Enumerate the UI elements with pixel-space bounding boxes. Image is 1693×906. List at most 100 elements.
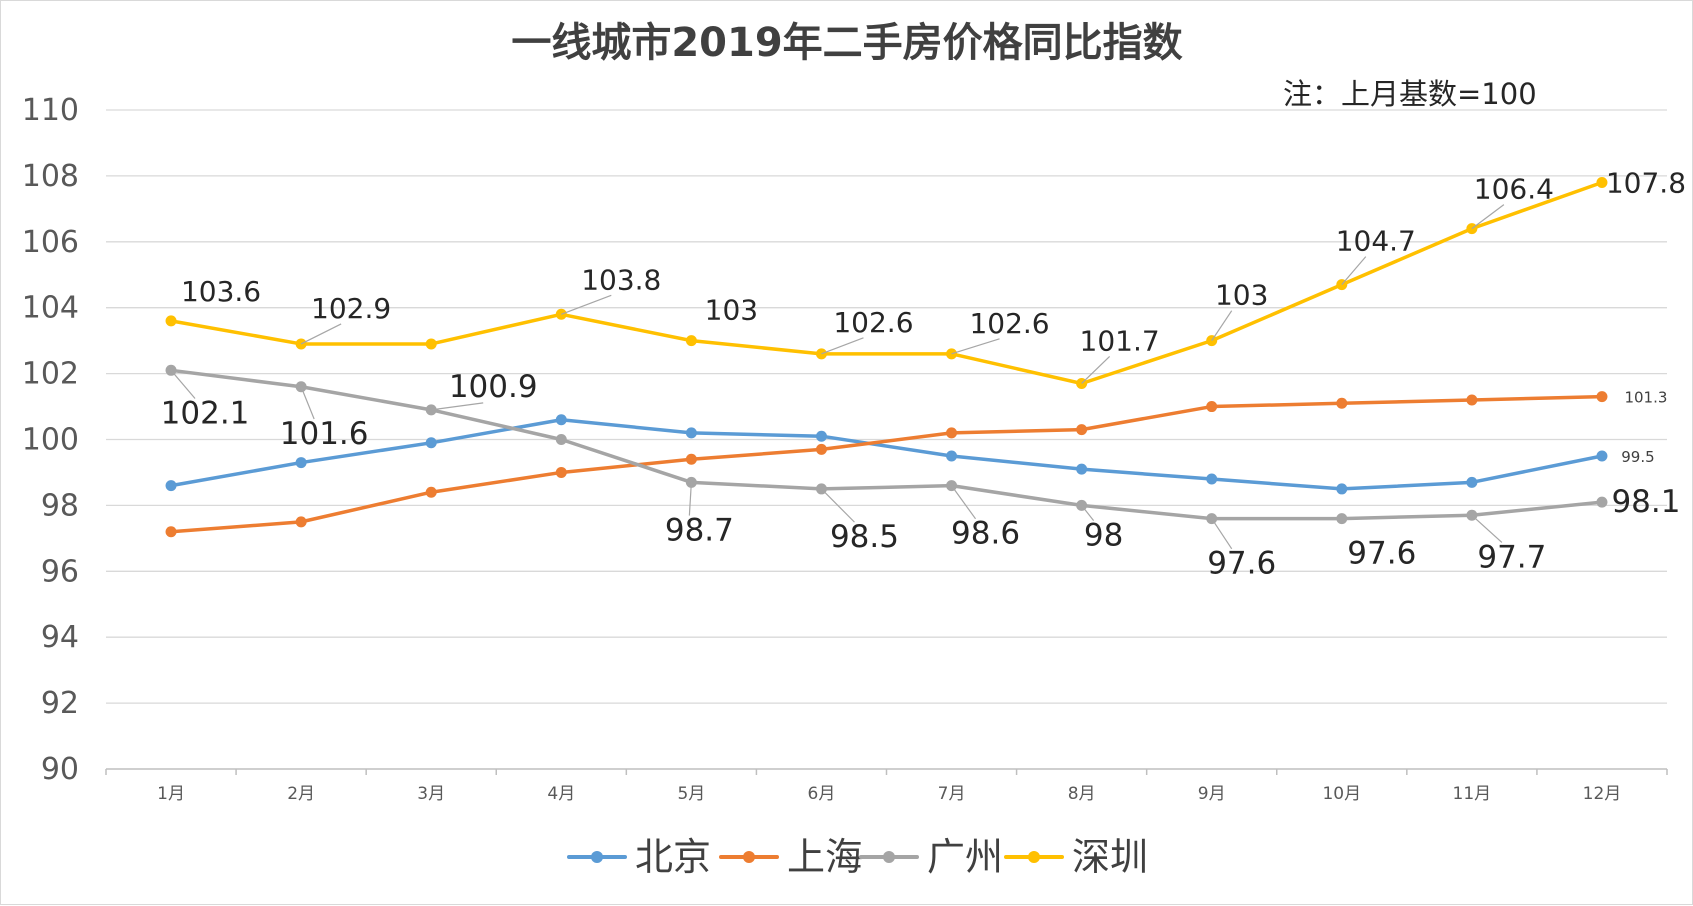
series-lines	[165, 176, 1608, 538]
label-leader-line	[300, 323, 342, 345]
data-point	[1596, 450, 1608, 462]
label-leader-line	[951, 485, 977, 520]
data-point	[1336, 483, 1348, 495]
label-leader-line	[1081, 505, 1095, 521]
legend: 北京 上海 广州 深圳	[567, 835, 1148, 879]
label-leader-line	[1341, 256, 1367, 286]
data-point	[946, 450, 958, 462]
label-leader-line	[821, 488, 855, 523]
x-tick-label: 12月	[1583, 784, 1622, 804]
data-point	[1076, 424, 1088, 436]
data-label: 101.3	[1624, 389, 1667, 407]
legend-swatch-marker	[591, 851, 603, 863]
data-label: 107.8	[1606, 166, 1686, 199]
data-point	[946, 427, 958, 439]
legend-item: 北京	[567, 835, 711, 879]
data-label: 97.6	[1347, 536, 1416, 572]
data-point	[425, 437, 437, 449]
x-tick-label: 6月	[808, 784, 836, 804]
data-label: 97.7	[1477, 539, 1546, 575]
legend-label: 上海	[787, 835, 863, 879]
y-tick-label: 98	[41, 488, 79, 523]
data-label: 104.7	[1336, 225, 1416, 258]
label-leader-line	[561, 294, 612, 315]
label-leader-line	[688, 482, 692, 516]
data-label: 101.6	[280, 416, 369, 452]
data-label: 103.6	[181, 275, 261, 308]
chart-title: 一线城市2019年二手房价格同比指数	[511, 20, 1182, 66]
data-point	[1596, 176, 1608, 188]
data-point	[295, 457, 307, 469]
data-label: 102.1	[161, 395, 250, 431]
x-tick-label: 8月	[1068, 784, 1096, 804]
x-tick-label: 3月	[417, 784, 445, 804]
legend-label: 深圳	[1072, 835, 1148, 879]
x-tick-label: 1月	[157, 784, 185, 804]
data-point	[295, 516, 307, 528]
x-tick-label: 5月	[677, 784, 705, 804]
legend-item: 深圳	[1004, 835, 1148, 879]
data-point	[555, 466, 567, 478]
x-tick-label: 9月	[1198, 784, 1226, 804]
legend-item: 广州	[859, 835, 1003, 879]
label-leader-line	[1471, 204, 1505, 230]
data-label: 100.9	[449, 369, 538, 405]
data-point	[165, 315, 177, 327]
data-label: 103.8	[581, 263, 661, 296]
data-point	[165, 480, 177, 492]
data-point	[165, 526, 177, 538]
data-label: 102.9	[311, 292, 391, 325]
data-label: 101.7	[1080, 324, 1160, 357]
data-label: 98.5	[830, 519, 899, 555]
data-label: 98	[1084, 517, 1123, 553]
label-leader-line	[170, 369, 196, 399]
data-point	[1336, 397, 1348, 409]
data-labels: 99.5 101.3 102.1 101.6 100.9 98.7 98.5 98.6 98 97…	[161, 166, 1686, 581]
legend-label: 广州	[927, 835, 1003, 879]
series-line	[169, 417, 1604, 491]
x-tick-label: 7月	[938, 784, 966, 804]
y-tick-label: 96	[41, 554, 79, 589]
data-point	[1076, 463, 1088, 475]
legend-swatch-marker	[1028, 851, 1040, 863]
data-point	[1206, 401, 1218, 413]
data-point	[1466, 394, 1478, 406]
data-label: 103	[705, 294, 758, 327]
data-point	[1206, 473, 1218, 485]
label-leader-line	[1081, 356, 1111, 384]
y-tick-label: 104	[22, 291, 79, 326]
legend-swatch-marker	[743, 851, 755, 863]
x-tick-label: 4月	[547, 784, 575, 804]
x-tick-label: 2月	[287, 784, 315, 804]
series-line	[169, 368, 1604, 521]
data-label: 98.7	[665, 512, 734, 548]
data-label: 99.5	[1621, 448, 1654, 466]
data-point	[425, 338, 437, 350]
data-point	[425, 486, 437, 498]
data-point	[1466, 476, 1478, 488]
data-point	[815, 430, 827, 442]
chart-note: 注：上月基数=100	[1283, 77, 1537, 111]
y-tick-label: 108	[22, 159, 79, 194]
data-point	[1596, 391, 1608, 403]
y-tick-label: 92	[41, 686, 79, 721]
data-point	[685, 453, 697, 465]
data-point	[1336, 513, 1348, 525]
y-tick-label: 94	[41, 620, 79, 655]
label-leader-line	[1471, 514, 1503, 543]
y-tick-label: 100	[22, 423, 79, 458]
data-label: 106.4	[1474, 173, 1554, 206]
x-axis: 1月 2月 3月 4月 5月 6月 7月 8月 9月 10月 11月 12月	[105, 769, 1668, 804]
y-tick-label: 90	[41, 752, 79, 787]
y-axis: 90 92 94 96 98 100 102 104 106 108 110	[22, 93, 79, 787]
data-point	[1596, 496, 1608, 508]
data-point	[555, 434, 567, 445]
y-tick-label: 102	[22, 357, 79, 392]
data-label: 102.6	[969, 307, 1049, 340]
data-label: 102.6	[833, 306, 913, 339]
data-label: 97.6	[1207, 546, 1276, 582]
x-tick-label: 10月	[1322, 784, 1361, 804]
series-line	[169, 394, 1604, 534]
